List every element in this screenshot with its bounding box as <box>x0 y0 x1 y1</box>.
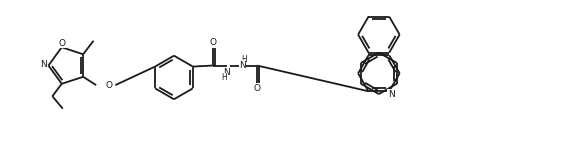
Text: N: N <box>388 90 395 99</box>
Text: N: N <box>40 60 47 69</box>
Text: N: N <box>223 68 230 77</box>
Text: O: O <box>209 38 216 47</box>
Text: O: O <box>59 39 66 48</box>
Text: H: H <box>221 73 227 82</box>
Text: O: O <box>254 84 261 93</box>
Text: O: O <box>106 81 112 90</box>
Text: N: N <box>239 60 246 70</box>
Text: H: H <box>241 55 247 64</box>
